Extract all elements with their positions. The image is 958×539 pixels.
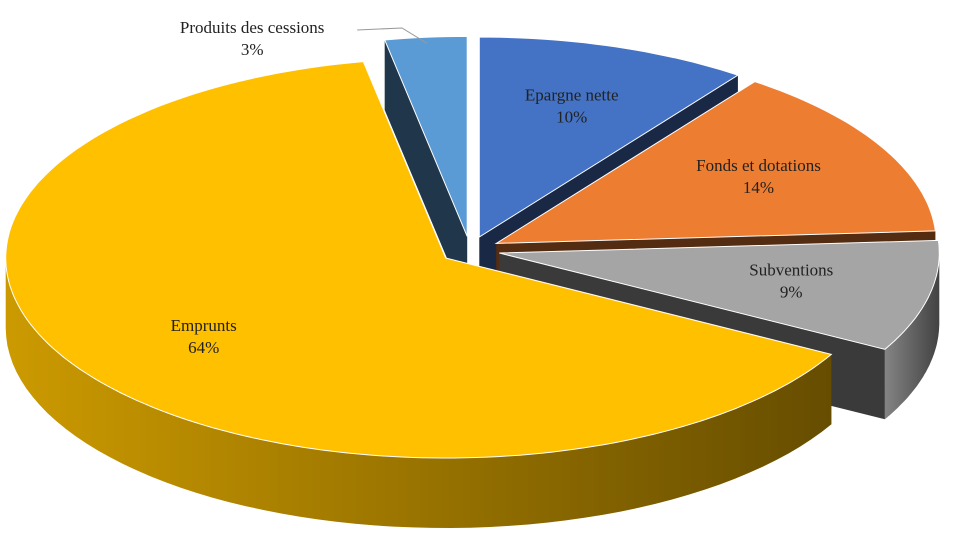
slice-cut-face: [384, 40, 468, 307]
data-label-value: 14%: [743, 178, 774, 197]
data-label-name: Epargne nette: [525, 86, 619, 105]
data-label-name: Fonds et dotations: [696, 156, 821, 175]
data-label-name: Subventions: [749, 261, 833, 280]
data-label-value: 3%: [241, 40, 264, 59]
data-label-name: Emprunts: [171, 316, 237, 335]
leader-line: [357, 27, 428, 44]
data-label-name: Produits des cessions: [180, 18, 325, 37]
data-label-value: 64%: [188, 338, 219, 357]
slice: [499, 239, 940, 350]
slice-side: [5, 258, 832, 528]
slice-group: [5, 61, 833, 528]
slice-group: [383, 35, 468, 307]
data-label-value: 10%: [556, 108, 587, 127]
slice: [478, 36, 740, 238]
slice: [5, 61, 833, 459]
slice: [494, 81, 936, 244]
slice-side: [884, 253, 940, 420]
slice: [383, 35, 468, 237]
data-label-value: 9%: [780, 283, 803, 302]
